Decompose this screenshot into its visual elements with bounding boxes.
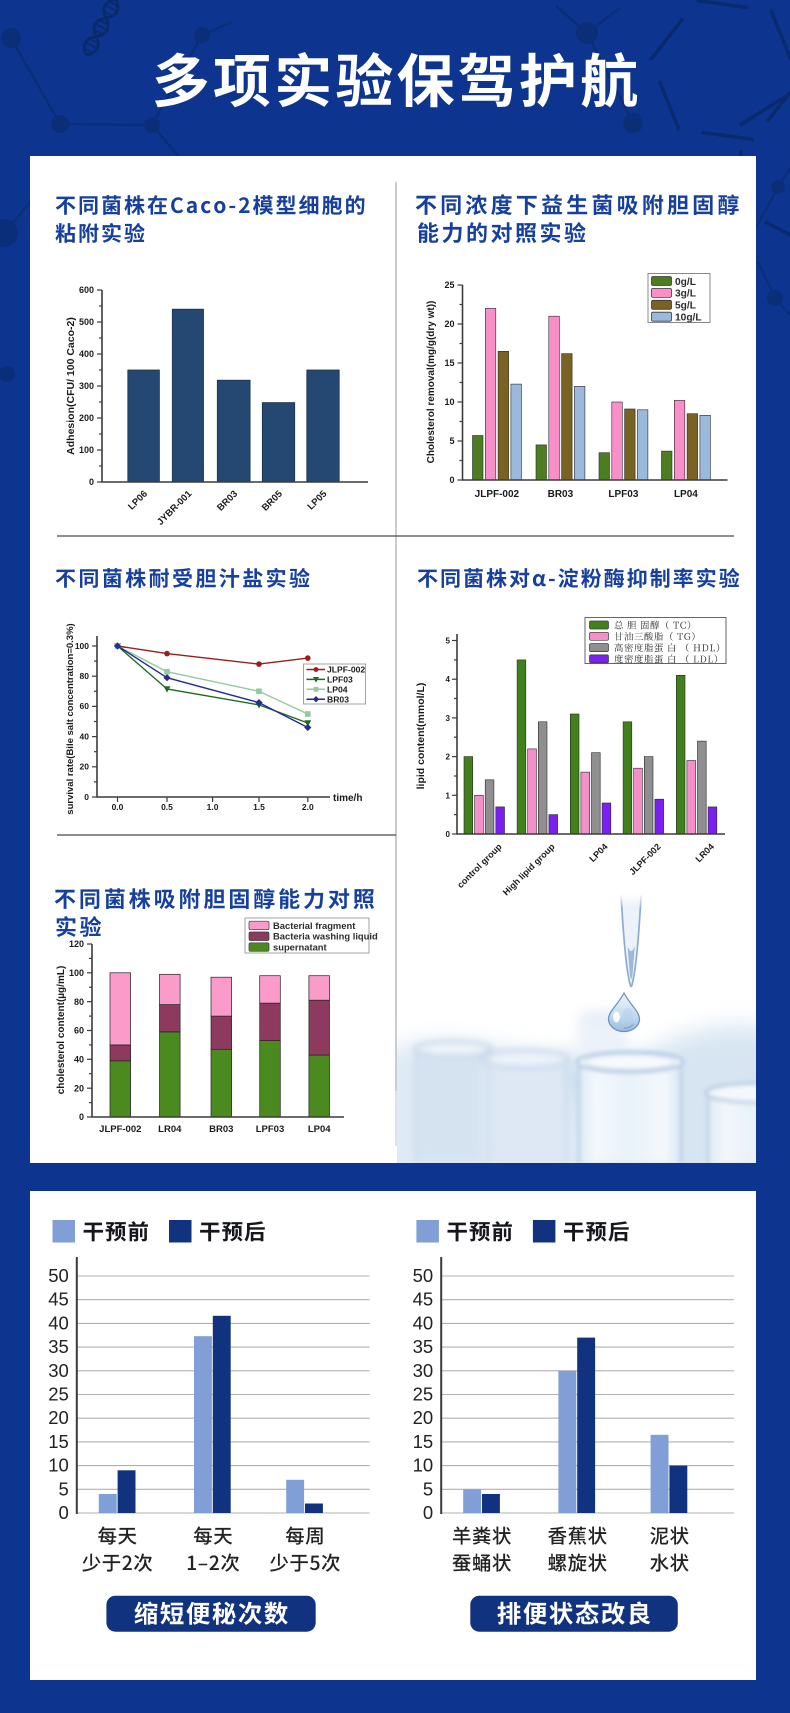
svg-text:45: 45 xyxy=(48,1289,69,1310)
svg-text:20: 20 xyxy=(48,1407,69,1428)
svg-text:200: 200 xyxy=(79,413,94,423)
svg-text:500: 500 xyxy=(79,317,94,327)
svg-text:400: 400 xyxy=(79,349,94,359)
svg-text:Cholesterol removal(mg/g(dry w: Cholesterol removal(mg/g(dry wt)) xyxy=(426,301,437,464)
svg-text:25: 25 xyxy=(48,1384,69,1405)
svg-text:20: 20 xyxy=(80,762,90,772)
svg-text:5g/L: 5g/L xyxy=(675,301,696,312)
svg-text:4: 4 xyxy=(446,675,451,684)
svg-text:JLPF-002: JLPF-002 xyxy=(327,665,365,675)
svg-text:LP04: LP04 xyxy=(674,489,698,500)
svg-text:0.5: 0.5 xyxy=(161,802,173,812)
svg-text:lipid content(mmol/L): lipid content(mmol/L) xyxy=(415,683,427,790)
svg-text:100: 100 xyxy=(75,641,89,651)
svg-text:40: 40 xyxy=(74,1055,84,1065)
svg-text:10: 10 xyxy=(48,1455,69,1476)
svg-text:20: 20 xyxy=(74,1083,84,1093)
svg-text:LP04: LP04 xyxy=(308,1124,331,1135)
svg-text:35: 35 xyxy=(413,1336,434,1357)
svg-text:3: 3 xyxy=(446,714,451,723)
svg-text:supernatant: supernatant xyxy=(273,941,327,952)
svg-text:50: 50 xyxy=(48,1265,69,1286)
svg-text:cholesterol content(µg/mL): cholesterol content(µg/mL) xyxy=(56,966,67,1095)
svg-text:LPF03: LPF03 xyxy=(608,489,638,500)
svg-text:5: 5 xyxy=(446,637,451,646)
svg-text:20: 20 xyxy=(413,1407,434,1428)
svg-text:0: 0 xyxy=(423,1502,433,1523)
svg-text:10g/L: 10g/L xyxy=(675,313,702,324)
svg-text:80: 80 xyxy=(80,671,90,681)
svg-text:1: 1 xyxy=(446,791,451,800)
svg-text:80: 80 xyxy=(74,997,84,1007)
svg-text:20: 20 xyxy=(444,319,454,329)
svg-text:Bacteria washing liquid: Bacteria washing liquid xyxy=(273,931,378,942)
svg-text:5: 5 xyxy=(59,1478,69,1499)
svg-text:2: 2 xyxy=(446,753,451,762)
svg-text:5: 5 xyxy=(449,436,454,446)
svg-text:0g/L: 0g/L xyxy=(675,277,696,288)
svg-text:0.0: 0.0 xyxy=(112,802,124,812)
svg-text:120: 120 xyxy=(69,939,84,949)
svg-text:BR03: BR03 xyxy=(327,694,349,704)
svg-text:0: 0 xyxy=(449,475,454,485)
svg-text:300: 300 xyxy=(79,381,94,391)
svg-text:100: 100 xyxy=(79,445,94,455)
svg-text:JLPF-002: JLPF-002 xyxy=(475,489,520,500)
svg-text:0: 0 xyxy=(59,1502,69,1523)
svg-text:LR04: LR04 xyxy=(158,1124,182,1135)
svg-text:LPF03: LPF03 xyxy=(256,1124,285,1135)
svg-text:600: 600 xyxy=(79,285,94,295)
svg-text:40: 40 xyxy=(80,731,90,741)
svg-text:10: 10 xyxy=(444,397,454,407)
svg-text:BR03: BR03 xyxy=(548,489,574,500)
svg-text:0: 0 xyxy=(84,792,89,802)
svg-text:0: 0 xyxy=(79,1112,84,1122)
svg-text:15: 15 xyxy=(413,1431,434,1452)
svg-text:25: 25 xyxy=(444,280,454,290)
svg-text:30: 30 xyxy=(413,1360,434,1381)
svg-text:30: 30 xyxy=(48,1360,69,1381)
svg-text:time/h: time/h xyxy=(333,793,362,804)
svg-text:40: 40 xyxy=(48,1312,69,1333)
svg-text:LP04: LP04 xyxy=(327,684,348,694)
svg-text:1.0: 1.0 xyxy=(207,802,219,812)
svg-text:LPF03: LPF03 xyxy=(327,675,353,685)
svg-text:50: 50 xyxy=(413,1265,434,1286)
svg-text:60: 60 xyxy=(80,701,90,711)
svg-text:survival rate(Bile salt concen: survival rate(Bile salt concentration=0.… xyxy=(65,623,76,814)
svg-text:60: 60 xyxy=(74,1026,84,1036)
svg-text:40: 40 xyxy=(413,1312,434,1333)
svg-text:BR03: BR03 xyxy=(209,1124,233,1135)
svg-text:5: 5 xyxy=(423,1478,433,1499)
svg-text:0: 0 xyxy=(89,477,94,487)
svg-text:Adhesion(CFU/ 100 Caco-2): Adhesion(CFU/ 100 Caco-2) xyxy=(65,317,77,455)
svg-text:100: 100 xyxy=(69,968,84,978)
svg-text:2.0: 2.0 xyxy=(302,802,314,812)
svg-text:JLPF-002: JLPF-002 xyxy=(99,1124,141,1135)
svg-text:15: 15 xyxy=(444,358,454,368)
svg-text:25: 25 xyxy=(413,1384,434,1405)
svg-text:0: 0 xyxy=(446,830,451,839)
svg-text:10: 10 xyxy=(413,1455,434,1476)
svg-text:45: 45 xyxy=(413,1289,434,1310)
svg-text:Bacterial fragment: Bacterial fragment xyxy=(273,920,355,931)
svg-text:35: 35 xyxy=(48,1336,69,1357)
svg-text:3g/L: 3g/L xyxy=(675,289,696,300)
svg-text:15: 15 xyxy=(48,1431,69,1452)
svg-text:1.5: 1.5 xyxy=(253,802,265,812)
